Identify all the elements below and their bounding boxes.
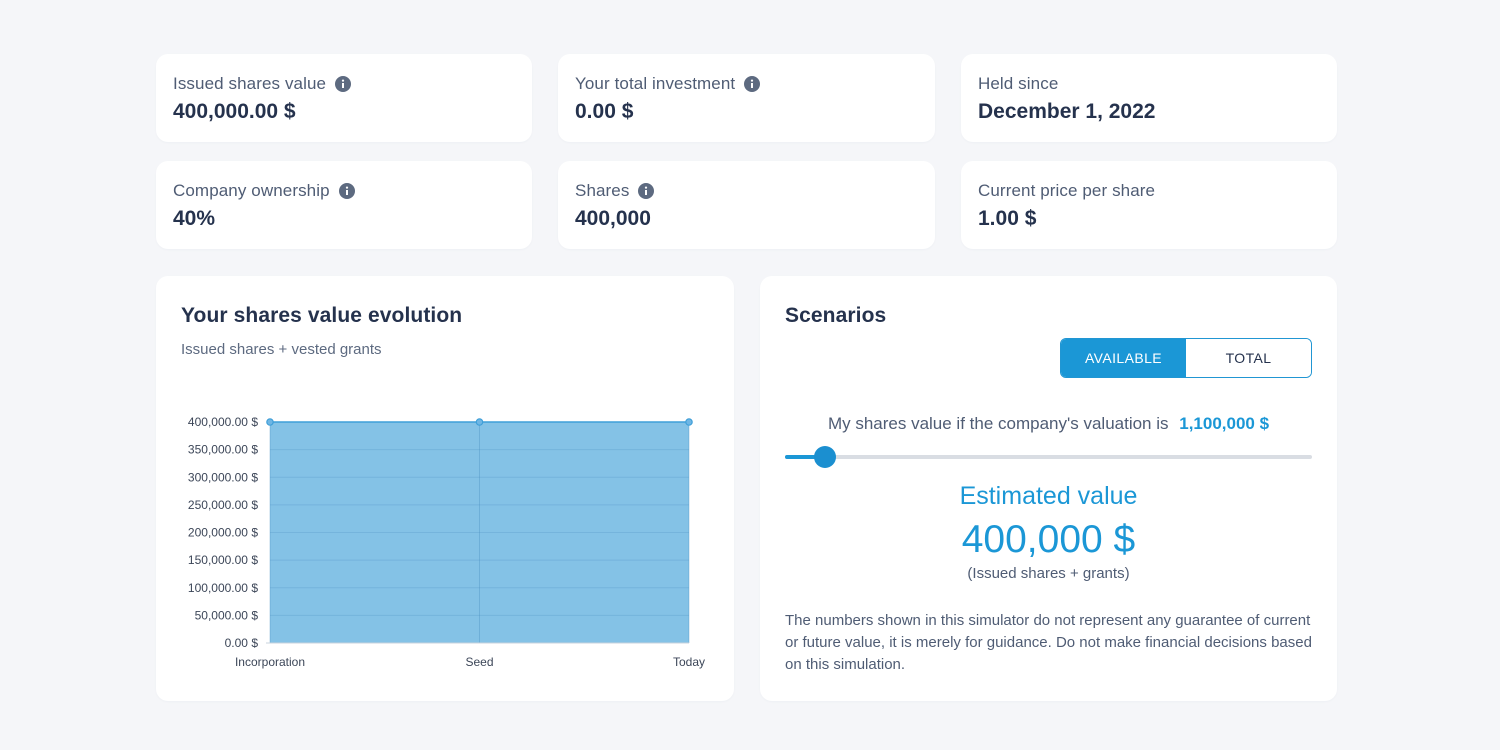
stat-label: Shares — [575, 181, 630, 200]
stat-card-total-investment: Your total investment 0.00 $ — [558, 54, 935, 142]
stat-value: 0.00 $ — [575, 100, 634, 123]
y-tick-label: 100,000.00 $ — [188, 581, 258, 595]
stat-value: 1.00 $ — [978, 207, 1037, 230]
stat-label: Held since — [978, 74, 1059, 93]
scenarios-title: Scenarios — [785, 304, 887, 327]
valuation-slider[interactable] — [785, 446, 1312, 468]
y-tick-label: 400,000.00 $ — [188, 415, 258, 429]
stat-card-price-per-share: Current price per share 1.00 $ — [961, 161, 1337, 249]
stat-label: Current price per share — [978, 181, 1156, 200]
area-fill — [270, 422, 689, 643]
estimated-value: 400,000 $ — [961, 518, 1136, 561]
slider-fill — [785, 455, 826, 459]
info-icon[interactable] — [335, 76, 352, 92]
disclaimer-text: The numbers shown in this simulator do n… — [785, 612, 1312, 673]
x-tick-label: Seed — [465, 655, 493, 669]
info-icon[interactable] — [744, 76, 761, 92]
shares-evolution-card: Your shares value evolution Issued share… — [156, 276, 734, 701]
chart-title: Your shares value evolution — [181, 304, 463, 327]
y-tick-label: 350,000.00 $ — [188, 443, 258, 457]
valuation-line: My shares value if the company's valuati… — [760, 414, 1337, 434]
data-point — [685, 418, 693, 426]
y-tick-label: 200,000.00 $ — [188, 526, 258, 540]
y-tick-label: 300,000.00 $ — [188, 470, 258, 484]
toggle-total[interactable]: TOTAL — [1186, 339, 1311, 377]
stat-label: Your total investment — [575, 74, 736, 93]
stat-label: Company ownership — [173, 181, 330, 200]
valuation-value: 1,100,000 $ — [1179, 414, 1270, 433]
y-tick-label: 150,000.00 $ — [188, 553, 258, 567]
stat-card-issued-shares-value: Issued shares value 400,000.00 $ — [156, 54, 532, 142]
scenarios-card: Scenarios AVAILABLE TOTAL My shares valu… — [760, 276, 1337, 701]
slider-thumb[interactable] — [814, 446, 837, 468]
estimated-note: (Issued shares + grants) — [967, 565, 1130, 582]
shares-value-chart: 0.00 $ 50,000.00 $ 100,000.00 $ 150,000.00 … — [188, 415, 705, 669]
stat-value: December 1, 2022 — [978, 100, 1156, 123]
y-tick-label: 250,000.00 $ — [188, 498, 258, 512]
stat-value: 400,000.00 $ — [173, 100, 296, 123]
estimated-label: Estimated value — [959, 482, 1138, 510]
stat-value: 40% — [173, 207, 216, 230]
x-tick-label: Incorporation — [235, 655, 305, 669]
valuation-text: My shares value if the company's valuati… — [827, 414, 1169, 433]
stat-label: Issued shares value — [173, 74, 327, 93]
stat-card-company-ownership: Company ownership 40% — [156, 161, 532, 249]
stat-card-shares: Shares 400,000 — [558, 161, 935, 249]
info-icon[interactable] — [638, 183, 655, 199]
x-tick-label: Today — [673, 655, 705, 669]
chart-subtitle: Issued shares + vested grants — [181, 341, 382, 358]
stat-card-held-since: Held since December 1, 2022 — [961, 54, 1337, 142]
scenario-toggle[interactable]: AVAILABLE TOTAL — [1060, 338, 1312, 378]
y-tick-label: 0.00 $ — [225, 636, 259, 650]
y-tick-label: 50,000.00 $ — [195, 608, 259, 622]
data-point — [266, 418, 274, 426]
stat-value: 400,000 — [575, 207, 651, 230]
toggle-available[interactable]: AVAILABLE — [1061, 339, 1186, 377]
info-icon[interactable] — [338, 183, 355, 199]
data-point — [475, 418, 484, 426]
